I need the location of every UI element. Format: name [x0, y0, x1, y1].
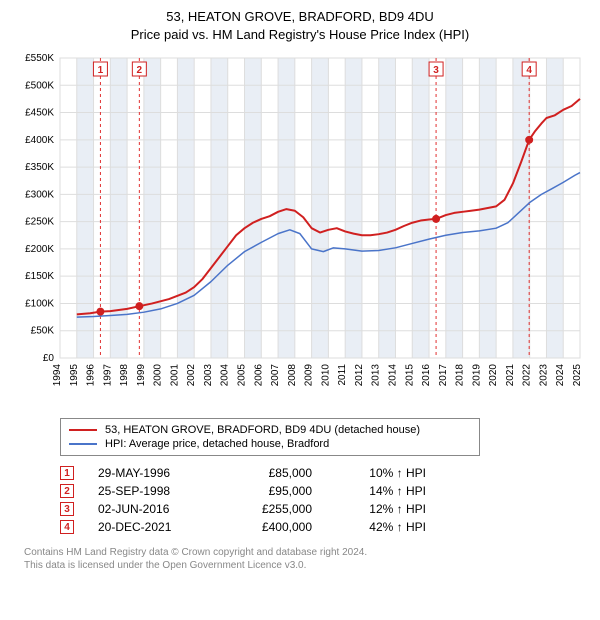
- sale-rel: 12% ↑ HPI: [336, 502, 426, 516]
- sale-price: £85,000: [232, 466, 312, 480]
- svg-text:2019: 2019: [471, 364, 482, 387]
- svg-text:1999: 1999: [136, 364, 147, 387]
- chart-svg: £0 £50K £100K £150K £200K £250K £300K £350K £400…: [12, 50, 588, 410]
- legend-item: HPI: Average price, detached house, Brad…: [69, 437, 471, 451]
- svg-text:2012: 2012: [354, 364, 365, 387]
- svg-text:2023: 2023: [538, 364, 549, 387]
- svg-text:£150K: £150K: [25, 272, 54, 283]
- svg-text:2001: 2001: [169, 364, 180, 387]
- sales-row: 3 02-JUN-2016 £255,000 12% ↑ HPI: [60, 500, 588, 518]
- svg-text:2015: 2015: [404, 364, 415, 387]
- svg-text:2022: 2022: [522, 364, 533, 387]
- svg-text:£100K: £100K: [25, 299, 54, 310]
- svg-text:2008: 2008: [287, 364, 298, 387]
- svg-text:£50K: £50K: [31, 326, 55, 337]
- svg-text:1995: 1995: [69, 364, 80, 387]
- svg-text:2002: 2002: [186, 364, 197, 387]
- sale-rel: 42% ↑ HPI: [336, 520, 426, 534]
- svg-text:2006: 2006: [253, 364, 264, 387]
- legend-swatch: [69, 443, 97, 445]
- svg-text:3: 3: [433, 65, 439, 76]
- svg-text:1994: 1994: [52, 364, 63, 387]
- sale-price: £255,000: [232, 502, 312, 516]
- sale-date: 29-MAY-1996: [98, 466, 208, 480]
- sale-marker: 4: [60, 520, 74, 534]
- chart-area: £0 £50K £100K £150K £200K £250K £300K £350K £400…: [12, 50, 588, 410]
- sale-rel: 14% ↑ HPI: [336, 484, 426, 498]
- footnote: Contains HM Land Registry data © Crown c…: [24, 546, 588, 572]
- svg-text:2007: 2007: [270, 364, 281, 387]
- svg-text:2025: 2025: [572, 364, 583, 387]
- sale-marker: 2: [60, 484, 74, 498]
- svg-text:2016: 2016: [421, 364, 432, 387]
- sales-row: 2 25-SEP-1998 £95,000 14% ↑ HPI: [60, 482, 588, 500]
- svg-text:£250K: £250K: [25, 217, 54, 228]
- svg-text:£400K: £400K: [25, 135, 54, 146]
- svg-text:£300K: £300K: [25, 190, 54, 201]
- svg-text:£0: £0: [43, 353, 55, 364]
- svg-text:2021: 2021: [505, 364, 516, 387]
- svg-text:2010: 2010: [320, 364, 331, 387]
- legend-swatch: [69, 429, 97, 431]
- sale-rel: 10% ↑ HPI: [336, 466, 426, 480]
- svg-text:2011: 2011: [337, 364, 348, 386]
- legend-label: HPI: Average price, detached house, Brad…: [105, 438, 329, 450]
- svg-text:2004: 2004: [220, 364, 231, 387]
- svg-text:2: 2: [137, 65, 143, 76]
- svg-text:2020: 2020: [488, 364, 499, 387]
- svg-text:£550K: £550K: [25, 53, 54, 64]
- svg-text:£450K: £450K: [25, 108, 54, 119]
- title-line-2: Price paid vs. HM Land Registry's House …: [12, 26, 588, 44]
- svg-text:£200K: £200K: [25, 244, 54, 255]
- sales-table: 1 29-MAY-1996 £85,000 10% ↑ HPI 2 25-SEP-1998…: [60, 464, 588, 536]
- sale-price: £400,000: [232, 520, 312, 534]
- sale-price: £95,000: [232, 484, 312, 498]
- sale-date: 02-JUN-2016: [98, 502, 208, 516]
- svg-text:2024: 2024: [555, 364, 566, 387]
- svg-text:1996: 1996: [86, 364, 97, 387]
- sale-marker: 1: [60, 466, 74, 480]
- svg-text:1998: 1998: [119, 364, 130, 387]
- sales-row: 1 29-MAY-1996 £85,000 10% ↑ HPI: [60, 464, 588, 482]
- legend-item: 53, HEATON GROVE, BRADFORD, BD9 4DU (det…: [69, 423, 471, 437]
- chart-title: 53, HEATON GROVE, BRADFORD, BD9 4DU Pric…: [12, 8, 588, 44]
- legend-label: 53, HEATON GROVE, BRADFORD, BD9 4DU (det…: [105, 424, 420, 436]
- svg-text:4: 4: [526, 65, 532, 76]
- svg-text:2013: 2013: [371, 364, 382, 387]
- title-line-1: 53, HEATON GROVE, BRADFORD, BD9 4DU: [12, 8, 588, 26]
- chart-container: 53, HEATON GROVE, BRADFORD, BD9 4DU Pric…: [0, 0, 600, 580]
- legend: 53, HEATON GROVE, BRADFORD, BD9 4DU (det…: [60, 418, 480, 456]
- svg-text:2005: 2005: [237, 364, 248, 387]
- svg-text:1: 1: [98, 65, 104, 76]
- sale-marker: 3: [60, 502, 74, 516]
- svg-text:2003: 2003: [203, 364, 214, 387]
- sale-date: 20-DEC-2021: [98, 520, 208, 534]
- sales-row: 4 20-DEC-2021 £400,000 42% ↑ HPI: [60, 518, 588, 536]
- svg-text:1997: 1997: [102, 364, 113, 387]
- svg-text:2018: 2018: [455, 364, 466, 387]
- svg-text:2009: 2009: [304, 364, 315, 387]
- sale-date: 25-SEP-1998: [98, 484, 208, 498]
- svg-text:£350K: £350K: [25, 162, 54, 173]
- svg-text:2014: 2014: [387, 364, 398, 387]
- footnote-line-2: This data is licensed under the Open Gov…: [24, 559, 588, 572]
- svg-text:£500K: £500K: [25, 81, 54, 92]
- footnote-line-1: Contains HM Land Registry data © Crown c…: [24, 546, 588, 559]
- svg-text:2017: 2017: [438, 364, 449, 387]
- svg-text:2000: 2000: [153, 364, 164, 387]
